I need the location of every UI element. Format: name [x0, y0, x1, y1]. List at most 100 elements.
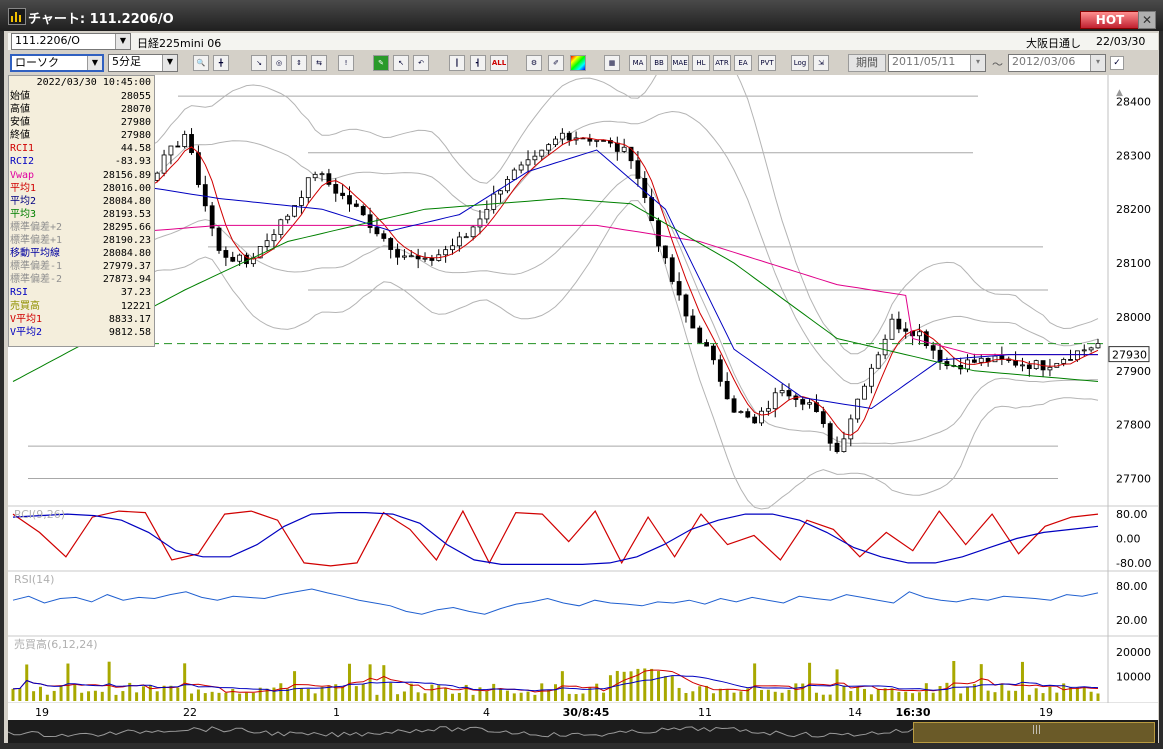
volume-bar — [705, 685, 709, 701]
volume-bar — [73, 683, 77, 701]
info-row: 高値 28070 — [9, 103, 154, 116]
draw-tool-icon[interactable]: ↘ — [251, 55, 267, 71]
close-icon[interactable]: ✕ — [1138, 11, 1156, 29]
candle-icon[interactable]: ┃ — [449, 55, 465, 71]
calendar-icon[interactable]: ▾ — [970, 55, 985, 71]
compare-icon[interactable]: ⇆ — [311, 55, 327, 71]
volume-bar — [1048, 686, 1052, 701]
rsi-tick-label: 80.00 — [1116, 580, 1148, 593]
chevron-down-icon[interactable]: ▼ — [162, 55, 177, 71]
info-row-value: 27873.94 — [102, 274, 151, 286]
brush-icon[interactable]: ✐ — [548, 55, 564, 71]
candle-body — [738, 411, 744, 414]
volume-bar — [183, 663, 187, 701]
hot-button[interactable]: HOT — [1080, 11, 1140, 29]
settings-icon[interactable]: ⚙ — [526, 55, 542, 71]
grid-icon[interactable]: ▦ — [604, 55, 620, 71]
candle-body — [216, 227, 222, 251]
volume-bar — [244, 692, 248, 701]
volume-bar — [1020, 661, 1024, 701]
checkbox-icon[interactable]: ✓ — [1110, 56, 1124, 70]
candle-body — [196, 152, 201, 185]
session-label: 大阪日通し — [1026, 37, 1081, 50]
chevron-down-icon[interactable]: ▼ — [115, 34, 130, 49]
toolbar: ローソク ▼ 5分足 ▼ 🔍 ╋ ↘ ◎ ⇕ ⇆ ! ✎ ↖ ↶ ┃ ┫ ALL… — [8, 53, 1158, 73]
color-icon[interactable] — [570, 55, 586, 71]
calendar-icon[interactable]: ▾ — [1090, 55, 1105, 71]
scrollbar-thumb[interactable]: ||| — [913, 722, 1155, 743]
volume-bar — [650, 668, 654, 701]
candle-body — [683, 294, 689, 317]
volume-bar — [821, 694, 825, 701]
x-tick-label: 4 — [483, 706, 490, 719]
volume-bar — [38, 686, 42, 701]
candle-body — [1095, 343, 1101, 349]
chart-type-select[interactable]: ローソク ▼ — [10, 54, 104, 72]
all-button[interactable]: ALL — [490, 55, 508, 71]
volume-bar — [622, 671, 626, 701]
ohlc-info-panel: 2022/03/30 10:45:00 始値 28055 高値 28070 安値 2798… — [8, 75, 155, 347]
candle-body — [244, 254, 249, 265]
scroll-grip-icon: ||| — [1032, 725, 1042, 735]
chart-svg[interactable]: 28400 28300 28200 28100 28000 27900 27800 27700… — [8, 36, 1158, 720]
bollinger-band-line — [12, 199, 1099, 510]
candle-body — [635, 160, 641, 179]
volume-bar — [196, 689, 200, 701]
magnify-icon[interactable]: ◎ — [271, 55, 287, 71]
volume-bar — [1082, 687, 1086, 701]
volume-bar — [430, 684, 434, 701]
volume-bar — [595, 683, 599, 701]
volume-bar — [636, 668, 640, 701]
warning-icon[interactable]: ! — [338, 55, 354, 71]
info-row-label: 平均3 — [10, 208, 37, 220]
candle-body — [374, 227, 380, 235]
bar-icon[interactable]: ┫ — [470, 55, 486, 71]
candle-body — [271, 234, 277, 242]
candle-body — [889, 318, 895, 340]
info-row-value: 27979.37 — [102, 261, 151, 273]
volume-bar — [993, 692, 997, 701]
info-row-label: RCI1 — [10, 143, 35, 155]
volume-bar — [746, 688, 750, 701]
period-button[interactable]: 期間 — [848, 54, 886, 72]
volume-bar — [224, 692, 228, 701]
candle-body — [628, 146, 634, 162]
atr-button[interactable]: ATR — [713, 55, 731, 71]
candle-body — [649, 197, 655, 222]
candle-body — [731, 398, 737, 413]
ea-button[interactable]: EA — [734, 55, 752, 71]
candle-body — [841, 438, 847, 453]
volume-bar — [217, 692, 221, 701]
date-to-input[interactable]: 2012/03/06 ▾ — [1008, 54, 1106, 72]
pvt-button[interactable]: PVT — [758, 55, 776, 71]
cursor-icon[interactable]: ↖ — [393, 55, 409, 71]
candle-body — [395, 249, 400, 258]
candle-body — [257, 246, 263, 259]
candle-body — [360, 206, 366, 216]
candle-body — [168, 145, 174, 156]
interval-select[interactable]: 5分足 ▼ — [108, 54, 178, 72]
volume-bar — [883, 688, 887, 701]
date-from-input[interactable]: 2011/05/11 ▾ — [888, 54, 986, 72]
mae-button[interactable]: MAE — [671, 55, 689, 71]
volume-bar — [773, 691, 777, 701]
volume-bar — [739, 691, 743, 701]
symbol-input[interactable]: 111.2206/O ▼ — [11, 33, 131, 50]
zoom-icon[interactable]: 🔍 — [193, 55, 209, 71]
chevron-down-icon[interactable]: ▼ — [87, 56, 102, 70]
pen-icon[interactable]: ✎ — [373, 55, 389, 71]
log-button[interactable]: Log — [791, 55, 809, 71]
ma-button[interactable]: MA — [629, 55, 647, 71]
chart-area[interactable]: 28400 28300 28200 28100 28000 27900 27800 27700… — [8, 36, 1158, 720]
hl-button[interactable]: HL — [692, 55, 710, 71]
candle-body — [381, 233, 387, 239]
info-row-label: Vwap — [10, 169, 35, 181]
volume-bar — [190, 693, 194, 701]
scale-icon[interactable]: ⇕ — [291, 55, 307, 71]
export-icon[interactable]: ⇲ — [813, 55, 829, 71]
crosshair-icon[interactable]: ╋ — [213, 55, 229, 71]
undo-icon[interactable]: ↶ — [413, 55, 429, 71]
volume-bar — [554, 684, 557, 701]
window-title: チャート: 111.2206/O — [28, 12, 174, 27]
bb-button[interactable]: BB — [650, 55, 668, 71]
